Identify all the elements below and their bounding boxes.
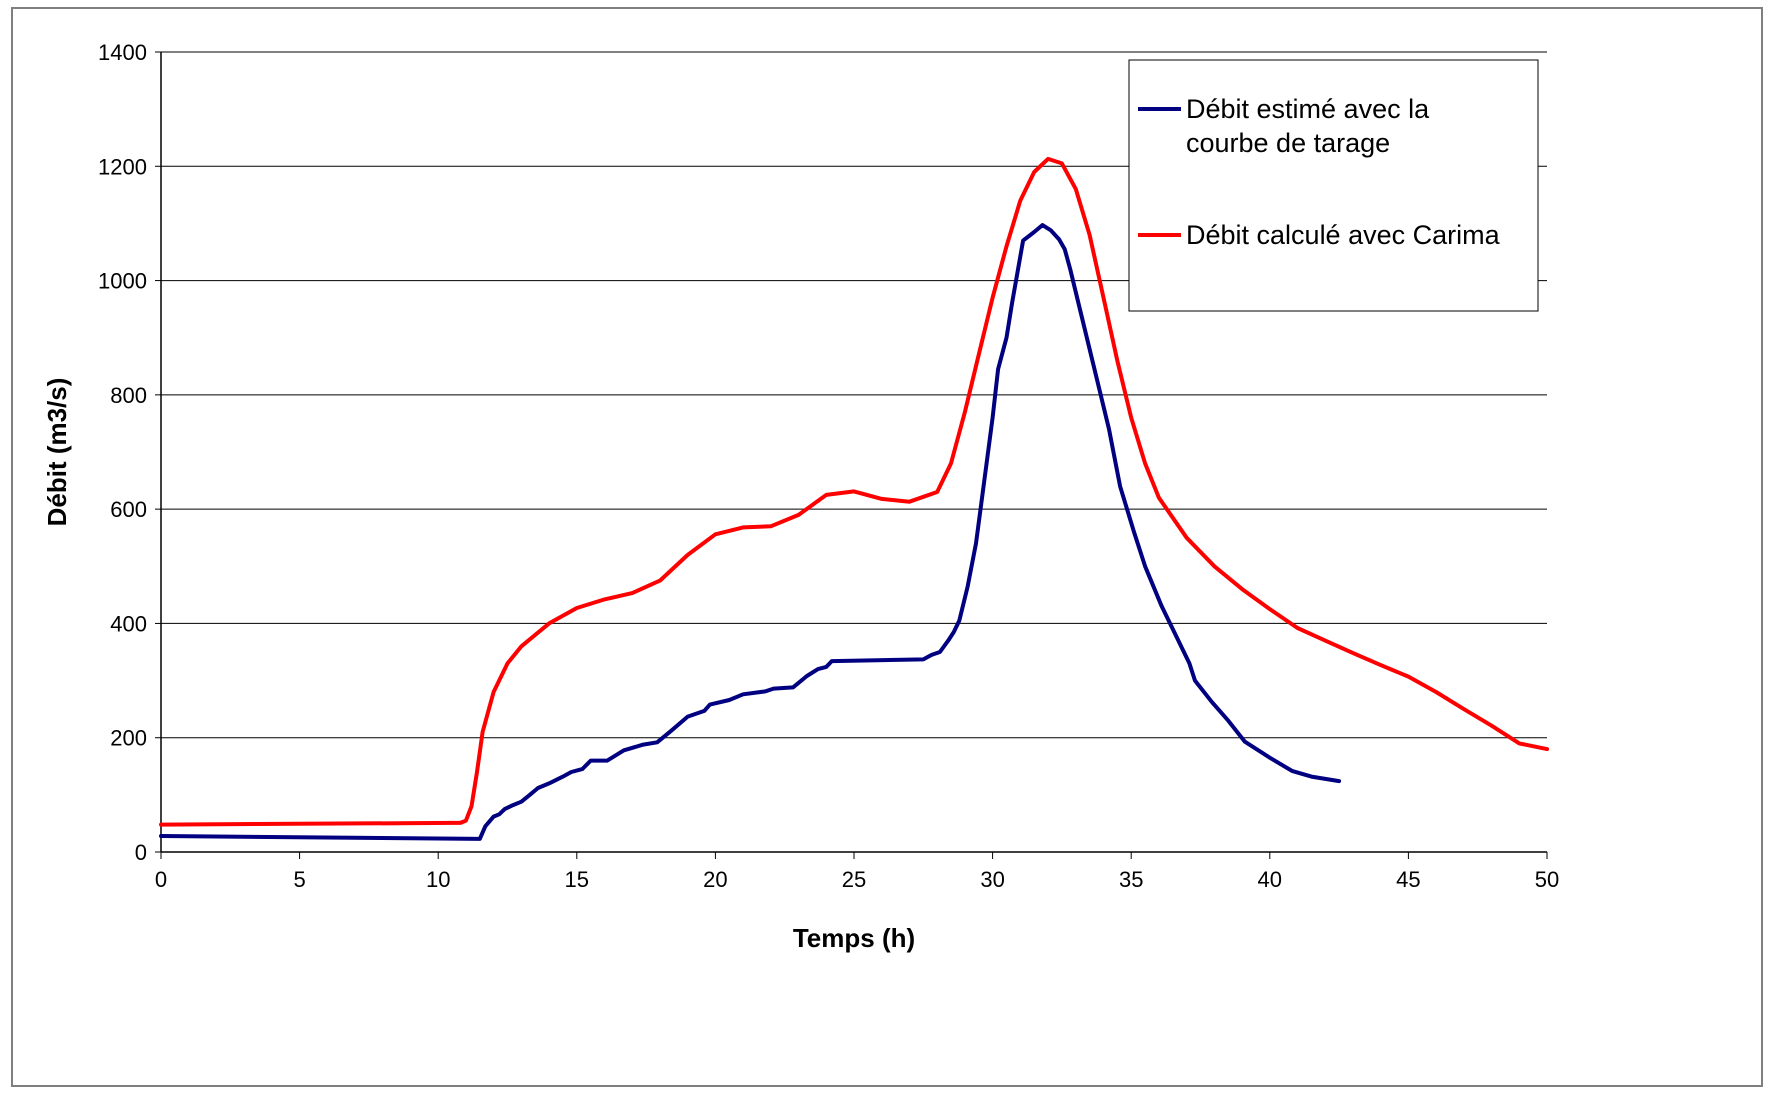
x-tick-label: 5 [293, 867, 305, 892]
y-tick-label: 1400 [98, 40, 147, 65]
x-tick-label: 50 [1535, 867, 1559, 892]
series-line-debit-calcule [159, 156, 1549, 827]
legend-label-debit-estime-line2: courbe de tarage [1186, 128, 1390, 158]
y-tick-label: 1000 [98, 269, 147, 294]
x-tick-label: 10 [426, 867, 450, 892]
legend-label-debit-estime-line1: Débit estimé avec la [1186, 94, 1430, 124]
y-tick-label: 400 [110, 611, 147, 636]
axes: 0 200 400 600 800 1000 1200 1400 0 5 10 15 20 25 30 35 4… [98, 40, 1559, 892]
series-line-debit-estime [159, 223, 1342, 841]
y-tick-label: 1200 [98, 154, 147, 179]
legend-label-debit-estime: Débit estimé avec la courbe de tarage [1186, 94, 1437, 158]
legend-box [1128, 59, 1539, 312]
x-tick-label: 40 [1258, 867, 1282, 892]
x-axis-title: Temps (h) [793, 923, 915, 953]
legend-label-debit-calcule: Débit calculé avec Carima [1186, 220, 1501, 250]
x-tick-label: 0 [155, 867, 167, 892]
x-tick-label: 45 [1396, 867, 1420, 892]
x-tick-label: 30 [980, 867, 1004, 892]
y-tick-label: 800 [110, 383, 147, 408]
y-tick-label: 600 [110, 497, 147, 522]
x-tick-label: 25 [842, 867, 866, 892]
x-tick-label: 20 [703, 867, 727, 892]
x-tick-label: 35 [1119, 867, 1143, 892]
x-tick-label: 15 [565, 867, 589, 892]
y-axis-title: Débit (m3/s) [42, 378, 72, 527]
y-tick-label: 200 [110, 726, 147, 751]
legend: Débit estimé avec la courbe de tarage Dé… [1128, 59, 1539, 312]
y-tick-label: 0 [135, 840, 147, 865]
series-layer [159, 156, 1549, 841]
